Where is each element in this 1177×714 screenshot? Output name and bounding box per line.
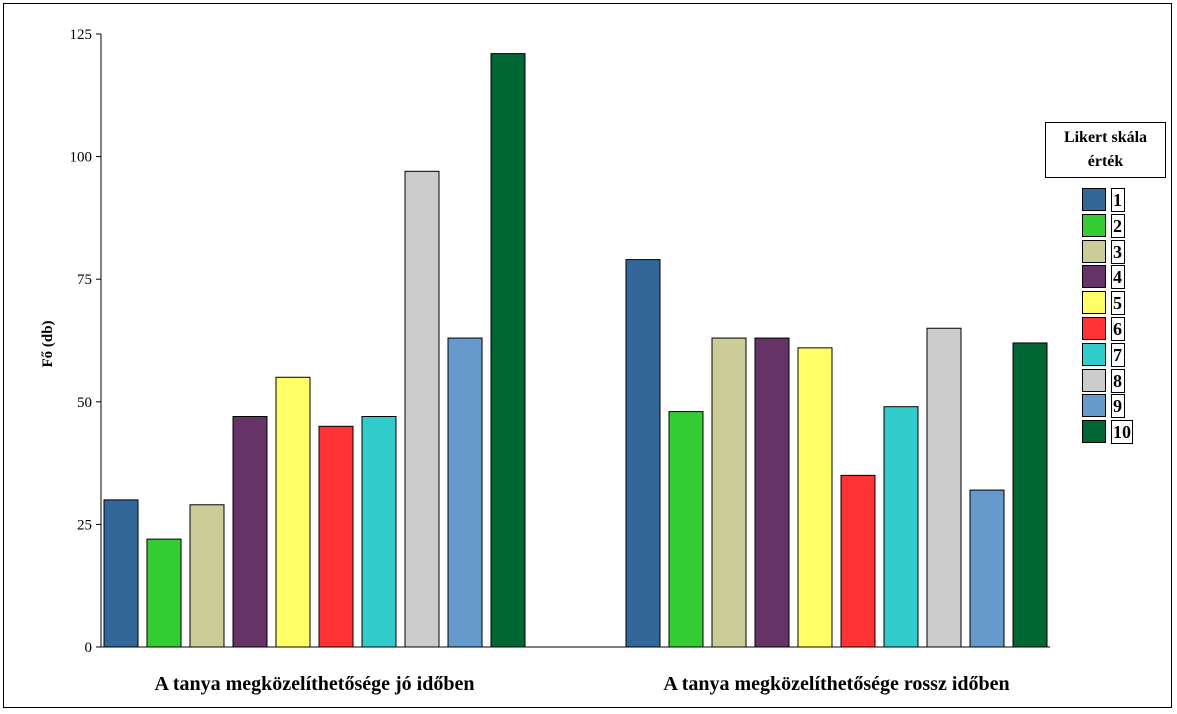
legend-swatch — [1082, 368, 1106, 392]
bar-good-weather-7 — [361, 416, 397, 648]
y-tick-label: 50 — [77, 395, 92, 411]
y-tick-label: 75 — [77, 272, 92, 288]
y-tick-label: 0 — [85, 640, 93, 656]
bar-bad-weather-8 — [926, 327, 962, 648]
bar-bad-weather-2 — [668, 411, 704, 648]
bar-good-weather-10 — [490, 53, 526, 648]
legend-swatch — [1082, 239, 1106, 263]
legend-swatch — [1082, 213, 1106, 237]
legend-label: 6 — [1111, 317, 1125, 341]
legend-label: 3 — [1111, 239, 1125, 264]
legend-swatch — [1082, 342, 1106, 366]
bar-bad-weather-9 — [969, 489, 1005, 648]
y-axis-title: Fő (db) — [40, 320, 56, 367]
legend-label: 10 — [1111, 420, 1133, 445]
legend-label: 2 — [1111, 213, 1125, 238]
x-category-label: A tanya megközelíthetősége jó időben — [155, 673, 475, 695]
bar-bad-weather-6 — [840, 474, 876, 648]
bar-good-weather-5 — [275, 376, 311, 648]
x-axis: A tanya megközelíthetősége jó időben A ta… — [101, 646, 1050, 695]
bar-good-weather-2 — [146, 538, 182, 648]
legend-swatch — [1082, 188, 1106, 211]
bar-bad-weather-4 — [754, 337, 790, 648]
bar-good-weather-8 — [404, 170, 440, 648]
legend-label: 9 — [1111, 394, 1125, 419]
legend-swatch — [1082, 291, 1106, 315]
legend-label: 1 — [1111, 188, 1125, 212]
y-tick-label: 100 — [70, 150, 93, 166]
bar-bad-weather-3 — [711, 337, 747, 648]
bar-bad-weather-5 — [797, 347, 833, 648]
legend-swatch — [1082, 394, 1106, 418]
chart-frame: 0 25 50 75 100 125 A tanya megközelíthetősége… — [3, 3, 1172, 708]
bar-good-weather-4 — [232, 416, 268, 648]
legend-swatch — [1082, 317, 1106, 340]
legend-title: Likert skála érték — [1045, 122, 1166, 178]
legend-label: 7 — [1111, 342, 1125, 367]
bar-good-weather-1 — [103, 499, 139, 648]
legend-swatch — [1082, 265, 1106, 289]
y-axis: 0 25 50 75 100 125 — [70, 27, 102, 656]
legend-swatch — [1082, 420, 1106, 444]
bar-good-weather-9 — [447, 337, 483, 648]
legend-label: 5 — [1111, 291, 1125, 316]
bars — [103, 53, 1048, 648]
bar-bad-weather-10 — [1012, 342, 1048, 648]
bar-good-weather-3 — [189, 504, 225, 648]
bar-bad-weather-1 — [625, 259, 661, 648]
legend-label: 4 — [1111, 265, 1125, 290]
y-tick-label: 125 — [70, 27, 93, 43]
bar-chart: 0 25 50 75 100 125 A tanya megközelíthetősége… — [40, 27, 1050, 695]
bar-good-weather-6 — [318, 425, 354, 648]
y-tick-label: 25 — [77, 517, 92, 533]
x-category-label: A tanya megközelíthetősége rossz időben — [663, 673, 1009, 695]
bar-bad-weather-7 — [883, 406, 919, 648]
legend-label: 8 — [1111, 368, 1125, 393]
